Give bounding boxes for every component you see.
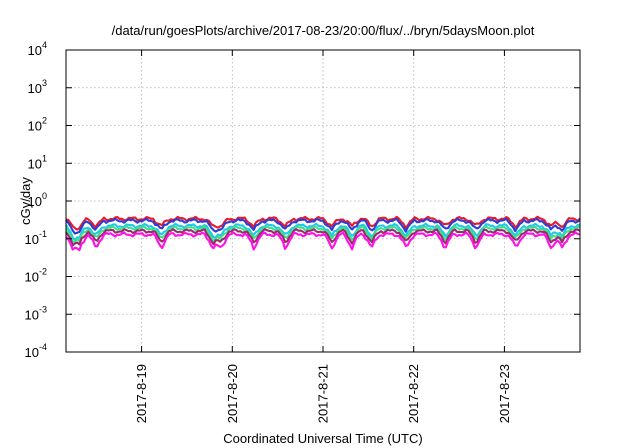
- x-tick-label: 2017-8-22: [406, 364, 421, 423]
- x-axis: 2017-8-19 2017-8-20 2017-8-21 2017-8-22 2017…: [134, 50, 512, 423]
- x-tick-label: 2017-8-19: [134, 364, 149, 423]
- series-line: [65, 222, 581, 241]
- y-tick-label: 10-3: [25, 304, 47, 322]
- y-tick-label: 102: [28, 116, 47, 134]
- y-tick-label: 103: [28, 78, 47, 96]
- series-line: [65, 225, 581, 243]
- x-axis-label: Coordinated Universal Time (UTC): [223, 431, 422, 446]
- series-line: [65, 215, 581, 231]
- y-tick-label: 101: [28, 153, 47, 171]
- x-tick-label: 2017-8-20: [225, 364, 240, 423]
- x-tick-label: 2017-8-23: [497, 364, 512, 423]
- y-tick-label: 10-1: [25, 229, 47, 247]
- y-tick-label: 10-2: [25, 267, 47, 285]
- chart-title: /data/run/goesPlots/archive/2017-08-23/2…: [112, 23, 535, 38]
- data-series: [65, 215, 581, 252]
- y-tick-label: 104: [28, 40, 47, 58]
- y-axis-label: cGy/day: [18, 177, 33, 225]
- y-tick-label: 10-4: [25, 342, 47, 360]
- grid-lines: [66, 50, 580, 352]
- series-line: [65, 217, 581, 235]
- series-line: [65, 231, 581, 252]
- x-tick-label: 2017-8-21: [316, 364, 331, 423]
- series-line: [65, 228, 581, 247]
